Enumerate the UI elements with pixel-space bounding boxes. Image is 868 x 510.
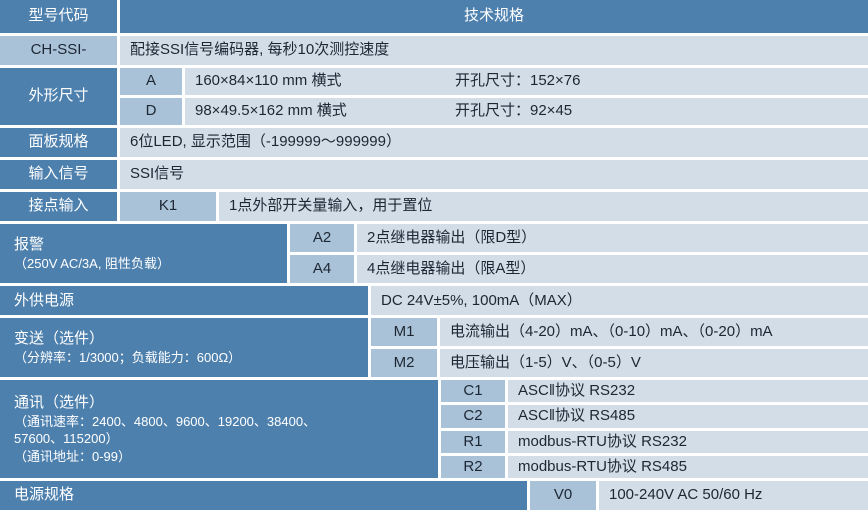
alarm-value-a2: 2点继电器输出（限D型）: [357, 224, 868, 253]
dimensions-size-d: 98×49.5×162 mm 横式: [195, 102, 347, 120]
model-description-cell: 配接SSI信号编码器, 每秒10次测控速度: [120, 35, 868, 65]
dimensions-row-d: D 98×49.5×162 mm 横式 开孔尺寸：92×45: [120, 97, 868, 126]
communication-label-line2: （通讯速率：2400、4800、9600、19200、38400、: [14, 413, 317, 429]
transmit-label: 变送（选件） （分辨率：1/3000；负载能力：600Ω）: [0, 318, 368, 378]
alarm-row-a2: A2 2点继电器输出（限D型）: [290, 224, 868, 253]
communication-code-r2: R2: [441, 455, 505, 478]
dimensions-rows: A 160×84×110 mm 横式 开孔尺寸：152×76 D 98×49.5…: [120, 67, 868, 126]
communication-row-c1: C1 ASC‖协议 RS232: [441, 380, 868, 403]
communication-value-r1: modbus-RTU协议 RS232: [508, 430, 868, 453]
table-row-model: CH-SSI- 配接SSI信号编码器, 每秒10次测控速度: [0, 35, 868, 65]
power-spec-value: 100-240V AC 50/60 Hz: [599, 480, 868, 510]
table-row-power-spec: 电源规格 V0 100-240V AC 50/60 Hz: [0, 480, 868, 510]
table-group-transmit: 变送（选件） （分辨率：1/3000；负载能力：600Ω） M1 电流输出（4-…: [0, 318, 868, 378]
transmit-value-m1: 电流输出（4-20）mA、（0-10）mA、（0-20）mA: [440, 318, 868, 347]
communication-row-c2: C2 ASC‖协议 RS485: [441, 405, 868, 428]
communication-row-r2: R2 modbus-RTU协议 RS485: [441, 455, 868, 478]
panel-label: 面板规格: [0, 128, 117, 158]
table-row-contact-input: 接点输入 K1 1点外部开关量输入，用于置位: [0, 192, 868, 222]
alarm-code-a2: A2: [290, 224, 354, 253]
communication-code-r1: R1: [441, 430, 505, 453]
communication-rows: C1 ASC‖协议 RS232 C2 ASC‖协议 RS485 R1 modbu…: [441, 380, 868, 478]
power-spec-label: 电源规格: [0, 480, 527, 510]
dimensions-row-a: A 160×84×110 mm 横式 开孔尺寸：152×76: [120, 67, 868, 95]
dimensions-value-d: 98×49.5×162 mm 横式 开孔尺寸：92×45: [185, 97, 868, 126]
communication-label-line1: 通讯（选件）: [14, 393, 105, 411]
dimensions-cutout-a: 开孔尺寸：152×76: [455, 72, 581, 90]
table-row-panel: 面板规格 6位LED, 显示范围（-199999～999999）: [0, 128, 868, 158]
dimensions-code-d: D: [120, 97, 182, 126]
communication-row-r1: R1 modbus-RTU协议 RS232: [441, 430, 868, 453]
transmit-value-m2: 电压输出（1-5）V、（0-5）V: [440, 349, 868, 378]
alarm-row-a4: A4 4点继电器输出（限A型）: [290, 255, 868, 284]
external-power-value: DC 24V±5%, 100mA（MAX）: [371, 286, 868, 316]
table-group-dimensions: 外形尺寸 A 160×84×110 mm 横式 开孔尺寸：152×76 D 98…: [0, 67, 868, 126]
transmit-label-line1: 变送（选件）: [14, 329, 105, 347]
table-row-external-power: 外供电源 DC 24V±5%, 100mA（MAX）: [0, 286, 868, 316]
header-cell-tech-spec: 技术规格: [120, 0, 868, 33]
transmit-row-m2: M2 电压输出（1-5）V、（0-5）V: [371, 349, 868, 378]
communication-value-r2: modbus-RTU协议 RS485: [508, 455, 868, 478]
transmit-label-line2: （分辨率：1/3000；负载能力：600Ω）: [14, 350, 242, 366]
dimensions-size-a: 160×84×110 mm 横式: [195, 72, 342, 90]
table-group-communication: 通讯（选件） （通讯速率：2400、4800、9600、19200、38400、…: [0, 380, 868, 478]
transmit-code-m2: M2: [371, 349, 437, 378]
communication-label: 通讯（选件） （通讯速率：2400、4800、9600、19200、38400、…: [0, 380, 438, 478]
transmit-row-m1: M1 电流输出（4-20）mA、（0-10）mA、（0-20）mA: [371, 318, 868, 347]
model-code-cell: CH-SSI-: [0, 35, 117, 65]
communication-value-c2: ASC‖协议 RS485: [508, 405, 868, 428]
power-spec-code: V0: [530, 480, 596, 510]
communication-code-c2: C2: [441, 405, 505, 428]
table-group-alarm: 报警 （250V AC/3A, 阻性负载） A2 2点继电器输出（限D型） A4…: [0, 224, 868, 284]
dimensions-code-a: A: [120, 67, 182, 95]
header-cell-model-code: 型号代码: [0, 0, 117, 33]
panel-value: 6位LED, 显示范围（-199999～999999）: [120, 128, 868, 158]
communication-label-line3: 57600、115200）: [14, 431, 119, 447]
contact-input-code: K1: [120, 192, 216, 222]
input-signal-label: 输入信号: [0, 160, 117, 190]
alarm-label-line1: 报警: [14, 235, 45, 253]
input-signal-value: SSI信号: [120, 160, 868, 190]
communication-label-line4: （通讯地址：0-99）: [14, 448, 132, 464]
alarm-rows: A2 2点继电器输出（限D型） A4 4点继电器输出（限A型）: [290, 224, 868, 284]
alarm-label-line2: （250V AC/3A, 阻性负载）: [14, 255, 171, 271]
dimensions-value-a: 160×84×110 mm 横式 开孔尺寸：152×76: [185, 67, 868, 95]
contact-input-value: 1点外部开关量输入，用于置位: [219, 192, 868, 222]
external-power-label: 外供电源: [0, 286, 368, 316]
alarm-code-a4: A4: [290, 255, 354, 284]
alarm-value-a4: 4点继电器输出（限A型）: [357, 255, 868, 284]
table-header-row: 型号代码 技术规格: [0, 0, 868, 33]
contact-input-label: 接点输入: [0, 192, 117, 222]
transmit-rows: M1 电流输出（4-20）mA、（0-10）mA、（0-20）mA M2 电压输…: [371, 318, 868, 378]
communication-value-c1: ASC‖协议 RS232: [508, 380, 868, 403]
communication-code-c1: C1: [441, 380, 505, 403]
table-row-input-signal: 输入信号 SSI信号: [0, 160, 868, 190]
dimensions-label: 外形尺寸: [0, 67, 117, 126]
dimensions-cutout-d: 开孔尺寸：92×45: [455, 102, 573, 120]
alarm-label: 报警 （250V AC/3A, 阻性负载）: [0, 224, 287, 284]
transmit-code-m1: M1: [371, 318, 437, 347]
